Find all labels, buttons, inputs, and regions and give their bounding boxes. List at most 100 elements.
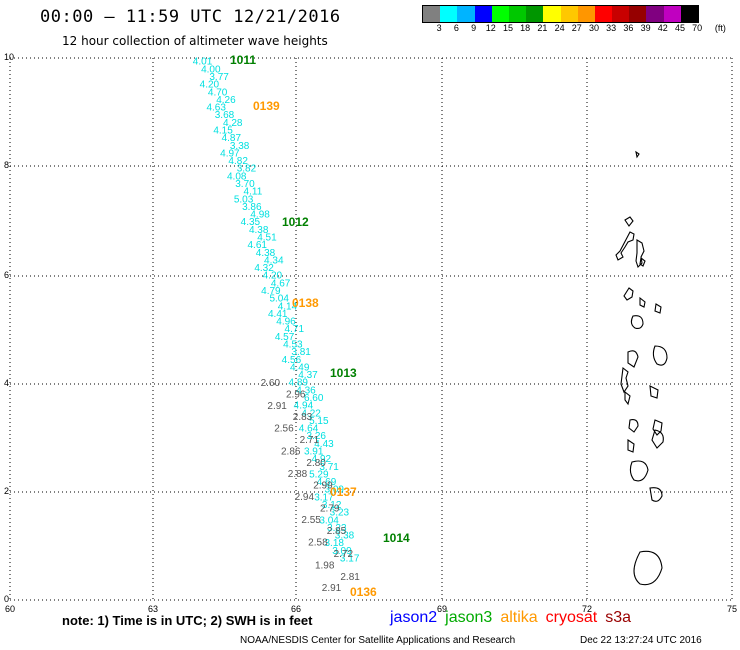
swh-value: 2.94 — [295, 492, 315, 503]
swh-value: 4.22 — [301, 408, 321, 419]
swh-value: 4.63 — [206, 103, 226, 114]
swh-value: 4.34 — [264, 255, 284, 266]
colorbar-label: 39 — [640, 23, 651, 33]
swh-value: 4.82 — [228, 156, 248, 167]
swh-value: 4.57 — [275, 332, 295, 343]
island-outline — [630, 315, 644, 330]
colorbar-label: 3 — [436, 23, 442, 33]
swh-value: 2.88 — [288, 469, 308, 480]
note-text: note: 1) Time is in UTC; 2) SWH is in fe… — [62, 613, 313, 628]
swh-value: 4.64 — [299, 424, 319, 435]
latitude-label: 4 — [4, 378, 9, 388]
island-outline — [627, 438, 635, 453]
latitude-label: 10 — [4, 52, 14, 62]
swh-value: 5.03 — [234, 194, 254, 205]
swh-value: 4.26 — [216, 95, 236, 106]
swh-value: 6.60 — [304, 393, 324, 404]
swh-value: 4.89 — [289, 378, 309, 389]
swh-value: 4.49 — [290, 362, 310, 373]
swh-value: 4.96 — [276, 317, 296, 328]
swh-value: 2.91 — [322, 583, 342, 594]
swh-value: 2.79 — [320, 503, 340, 514]
swh-value: 2.83 — [293, 412, 313, 423]
colorbar-label: (ft) — [714, 23, 726, 33]
island-outline — [654, 303, 662, 314]
swh-value: 3.81 — [291, 347, 311, 358]
satellite-legend: jason2 jason3 altika cryosat s3a — [390, 609, 639, 627]
colorbar-label: 27 — [571, 23, 582, 33]
swh-value: 4.37 — [298, 370, 318, 381]
swh-value: 4.94 — [294, 401, 314, 412]
swh-value: 4.20 — [263, 271, 283, 282]
colorbar-swatch — [594, 6, 613, 22]
swh-value: 4.14 — [278, 301, 298, 312]
colorbar-label: 6 — [453, 23, 459, 33]
swh-value: 3.68 — [215, 110, 235, 121]
colorbar-label: 24 — [554, 23, 565, 33]
colorbar-swatch — [526, 6, 544, 22]
longitude-label: 72 — [582, 604, 592, 614]
latitude-label: 6 — [4, 270, 9, 280]
swh-value: 2.60 — [261, 378, 281, 389]
colorbar-swatch — [663, 6, 681, 22]
swh-value: 4.79 — [261, 286, 281, 297]
colorbar-swatch — [577, 6, 595, 22]
island-outline — [652, 419, 663, 436]
colorbar-swatch — [646, 6, 664, 22]
swh-value: 3.17 — [340, 554, 360, 565]
swh-value: 4.35 — [241, 217, 261, 228]
swh-value: 2.58 — [308, 538, 328, 549]
swh-value: 2.81 — [340, 572, 360, 583]
swh-value: 3.09 — [325, 485, 345, 496]
colorbar-label: 12 — [485, 23, 496, 33]
swh-value: 4.28 — [223, 118, 243, 129]
island-outline — [623, 287, 634, 301]
swh-value: 5.29 — [309, 469, 329, 480]
colorbar-swatch — [508, 6, 527, 22]
swh-value: 4.67 — [271, 278, 291, 289]
map-tick-labels: 60 63 66 69 72 75 10 8 6 4 2 0 — [4, 52, 737, 614]
colorbar-label: 30 — [588, 23, 600, 33]
generated-timestamp: Dec 22 13:27:24 UTC 2016 — [580, 635, 702, 646]
swh-value: 3.86 — [242, 202, 262, 213]
swh-value: 4.53 — [283, 339, 303, 350]
longitude-label: 69 — [437, 604, 447, 614]
map-subtitle: 12 hour collection of altimeter wave hei… — [62, 34, 328, 48]
swh-value: 2.55 — [301, 515, 321, 526]
colorbar-label: 42 — [657, 23, 668, 33]
colorbar-label: 18 — [520, 23, 531, 33]
island-outline — [628, 419, 639, 433]
swh-value: 4.71 — [285, 324, 305, 335]
swh-value: 4.51 — [257, 232, 277, 243]
legend-s3a: s3a — [605, 609, 632, 626]
swh-value: 4.92 — [312, 454, 332, 465]
swh-value: 4.38 — [249, 225, 269, 236]
swh-value: 4.87 — [222, 133, 242, 144]
swh-value: 3.91 — [304, 446, 324, 457]
map-title: 00:00 – 11:59 UTC 12/21/2016 — [40, 7, 341, 27]
colorbar-label: 45 — [674, 23, 686, 33]
swh-value: 4.01 — [193, 57, 213, 68]
island-outline — [652, 345, 668, 366]
colorbar-swatch — [680, 6, 698, 22]
swh-value: 2.91 — [267, 401, 287, 412]
swh-value: 4.11 — [244, 187, 263, 198]
swh-value: 3.71 — [319, 462, 339, 473]
swh-value: 4.98 — [250, 210, 270, 221]
pass-id-label: 1012 — [282, 215, 309, 229]
island-outline — [639, 257, 646, 267]
island-outline — [649, 487, 663, 502]
legend-jason3: jason3 — [445, 609, 493, 626]
pass-id-label: 0139 — [253, 99, 280, 113]
swh-value: 2.96 — [286, 389, 306, 400]
legend-jason2: jason2 — [390, 609, 438, 626]
satellite-track: 4.014.003.774.204.704.264.633.684.284.15… — [193, 53, 410, 599]
pass-id-label: 0136 — [350, 585, 377, 599]
maldives-coastline — [615, 150, 668, 586]
swh-value: 3.26 — [307, 431, 327, 442]
swh-value: 4.00 — [201, 64, 221, 75]
pass-id-label: 1011 — [230, 53, 256, 67]
legend-altika: altika — [500, 609, 538, 626]
latitude-label: 2 — [4, 486, 9, 496]
